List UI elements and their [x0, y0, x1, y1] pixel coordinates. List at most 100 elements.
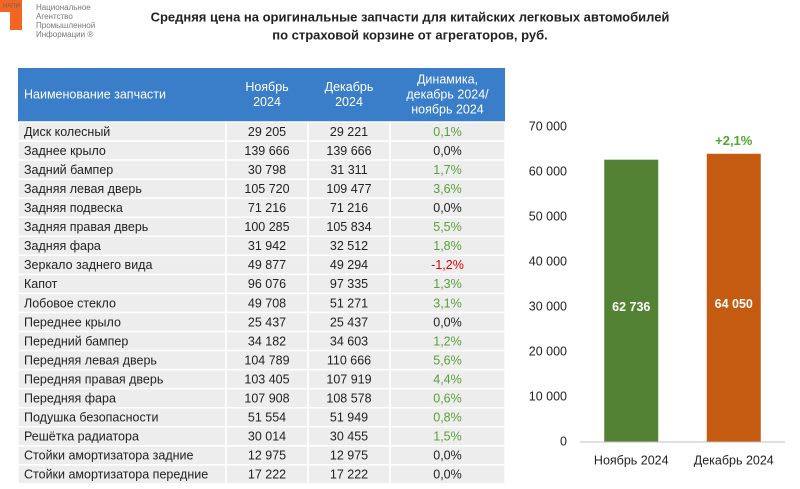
table-value: 3,1%: [433, 296, 462, 310]
y-tick-label: 30 000: [529, 299, 567, 313]
table-value: 5,6%: [433, 353, 462, 367]
table-value: 104 789: [244, 353, 289, 367]
part-name: Передняя фара: [24, 392, 116, 406]
table-value: 0,0%: [433, 201, 462, 215]
table-value: 71 216: [330, 201, 368, 215]
part-name: Подушка безопасности: [24, 411, 158, 425]
part-name: Диск колесный: [24, 125, 110, 139]
column-header: Декабрь: [325, 80, 374, 94]
part-name: Капот: [24, 277, 58, 291]
table-value: 34 182: [248, 334, 286, 348]
table-value: 107 908: [244, 392, 289, 406]
table-value: 25 437: [330, 315, 368, 329]
part-name: Задняя фара: [24, 239, 101, 253]
table-value: 32 512: [330, 239, 368, 253]
part-name: Задний бампер: [24, 163, 113, 177]
change-annotation: +2,1%: [715, 133, 753, 148]
y-tick-label: 0: [560, 434, 567, 448]
column-header: декабрь 2024/: [406, 87, 489, 101]
part-name: Задняя правая дверь: [24, 220, 148, 234]
table-value: 12 975: [330, 449, 368, 463]
logo-small: НАПИ: [3, 4, 20, 10]
table-value: 51 949: [330, 411, 368, 425]
part-name: Переднее крыло: [24, 315, 121, 329]
y-tick-label: 20 000: [529, 344, 567, 358]
table-value: 0,8%: [433, 411, 462, 425]
table-value: 109 477: [326, 182, 371, 196]
y-tick-label: 10 000: [529, 389, 567, 403]
table-value: 25 437: [248, 315, 286, 329]
y-tick-label: 50 000: [529, 209, 567, 223]
table-value: 103 405: [244, 372, 289, 386]
logo-text: Промышленной: [36, 21, 95, 30]
table-value: 30 798: [248, 163, 286, 177]
logo-mark: [0, 12, 10, 30]
value-label: 62 736: [612, 300, 650, 314]
table-value: 17 222: [248, 468, 286, 482]
y-tick-label: 70 000: [529, 119, 567, 133]
logo-text: Национальное: [36, 3, 91, 12]
column-header: Динамика,: [417, 72, 478, 86]
title: по страховой корзине от агрегаторов, руб…: [272, 27, 548, 42]
table-cell: [389, 464, 506, 485]
table-value: 1,5%: [433, 430, 462, 444]
table-value: 110 666: [327, 353, 371, 367]
column-header: Ноябрь: [245, 80, 288, 94]
table-value: 49 877: [248, 258, 286, 272]
title: Средняя цена на оригинальные запчасти дл…: [151, 9, 670, 24]
table-value: 3,6%: [433, 182, 462, 196]
table-value: 30 455: [330, 430, 368, 444]
logo-text: Информации ®: [36, 30, 93, 39]
table-value: 1,2%: [433, 334, 462, 348]
table-header-bg: [18, 68, 505, 122]
column-header: 2024: [335, 95, 363, 109]
part-name: Стойки амортизатора задние: [24, 449, 194, 463]
table-value: 34 603: [330, 334, 368, 348]
table-value: 139 666: [244, 144, 289, 158]
table-value: 4,4%: [433, 372, 462, 386]
table-value: 5,5%: [433, 220, 462, 234]
table-value: 31 942: [248, 239, 286, 253]
part-name: Зеркало заднего вида: [24, 258, 152, 272]
part-name: Решётка радиатора: [24, 430, 139, 444]
table-value: 139 666: [326, 144, 371, 158]
table-value: 105 834: [326, 220, 371, 234]
table-value: 71 216: [248, 201, 286, 215]
table-value: 31 311: [330, 163, 367, 177]
table-value: 0,0%: [433, 468, 462, 482]
table-value: 97 335: [330, 277, 368, 291]
table-value: 105 720: [244, 182, 289, 196]
y-tick-label: 40 000: [529, 254, 567, 268]
part-name: Передняя правая дверь: [24, 372, 163, 386]
part-name: Стойки амортизатора передние: [24, 468, 208, 482]
table-value: 0,6%: [433, 392, 462, 406]
table-value: 29 221: [330, 125, 368, 139]
part-name: Передний бампер: [24, 334, 128, 348]
bar: [604, 159, 659, 443]
table-value: 0,1%: [433, 125, 462, 139]
logo-text: Агентство: [36, 12, 73, 21]
y-tick-label: 60 000: [529, 164, 567, 178]
table-value: 108 578: [326, 392, 371, 406]
table-value: 49 294: [330, 258, 368, 272]
column-header: ноябрь 2024: [411, 102, 484, 116]
table-value: 100 285: [244, 220, 289, 234]
column-header: 2024: [253, 95, 281, 109]
table-value: 49 708: [248, 296, 286, 310]
table-value: 1,3%: [433, 277, 462, 291]
table-value: 1,8%: [433, 239, 462, 253]
table-value: 0,0%: [433, 449, 462, 463]
table-value: 51 554: [248, 411, 286, 425]
table-value: 29 205: [248, 125, 286, 139]
table-value: 0,0%: [433, 315, 462, 329]
part-name: Задняя левая дверь: [24, 182, 142, 196]
value-label: 64 050: [715, 297, 753, 311]
part-name: Передняя левая дверь: [24, 353, 157, 367]
bar: [706, 153, 761, 442]
x-tick-label: Ноябрь 2024: [594, 453, 669, 467]
table-value: 12 975: [248, 449, 286, 463]
part-name: Задняя подвеска: [24, 201, 123, 215]
column-header: Наименование запчасти: [24, 87, 166, 101]
table-value: 96 076: [248, 277, 286, 291]
